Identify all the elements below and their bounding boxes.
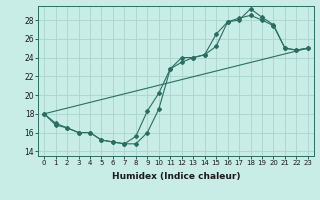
X-axis label: Humidex (Indice chaleur): Humidex (Indice chaleur) <box>112 172 240 181</box>
